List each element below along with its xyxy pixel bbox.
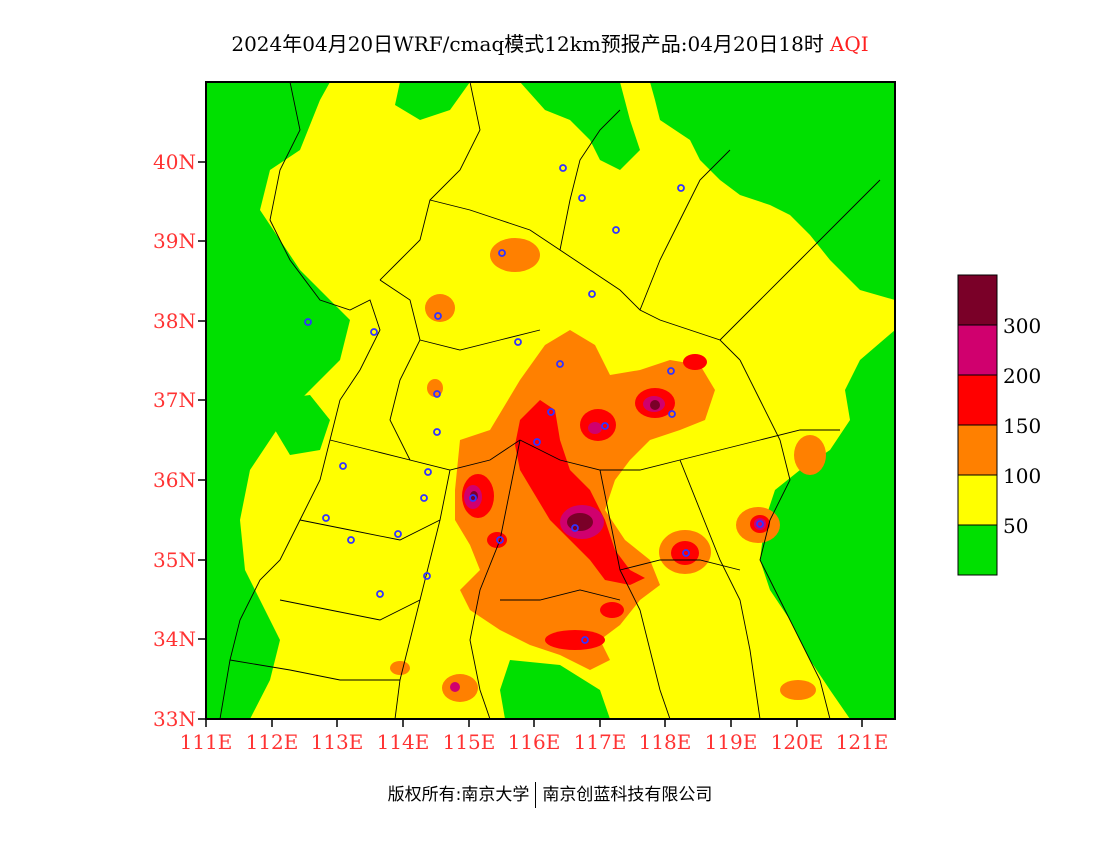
city-marker <box>588 290 596 298</box>
good-region-north-central <box>520 82 640 170</box>
x-tick-label: 120E <box>770 730 824 754</box>
city-marker <box>756 520 764 528</box>
red-region-zaozhuang <box>600 602 624 618</box>
magenta-region-south <box>450 682 460 692</box>
magenta-region-lianyungang <box>754 518 766 530</box>
city-marker <box>423 572 431 580</box>
x-tick-label: 116E <box>507 730 561 754</box>
x-tick-label: 118E <box>638 730 692 754</box>
city-marker <box>433 390 441 398</box>
x-tick-label: 117E <box>573 730 627 754</box>
colorbar-level-unhealthy <box>957 374 998 426</box>
x-tick-label: 112E <box>245 730 299 754</box>
red-region-xuzhou <box>545 630 605 650</box>
orange-region-south-a <box>442 674 478 702</box>
colorbar-label: 100 <box>1003 464 1042 488</box>
city-marker <box>394 530 402 538</box>
colorbar-level-very-unhealthy <box>957 324 998 376</box>
colorbar-level-moderate <box>957 474 998 526</box>
title-variable: AQI <box>829 32 869 56</box>
city-marker <box>559 164 567 172</box>
city-marker <box>668 410 676 418</box>
copyright-owner: 版权所有:南京大学 <box>387 785 530 805</box>
city-marker <box>498 249 506 257</box>
red-region-core <box>515 400 645 585</box>
city-markers <box>304 164 764 644</box>
good-region-south <box>500 660 610 719</box>
y-tick-label: 34N <box>153 627 196 651</box>
city-marker <box>581 636 589 644</box>
y-tick-label: 40N <box>153 150 196 174</box>
colorbar-level-hazardous <box>957 274 998 326</box>
axis-ticks <box>198 161 863 727</box>
y-tick-label: 33N <box>153 707 196 731</box>
red-region-linyi-core <box>671 541 699 565</box>
colorbar-label: 200 <box>1003 364 1042 388</box>
city-marker <box>601 422 609 430</box>
colorbar-label: 50 <box>1003 514 1029 538</box>
good-region-west-inner <box>270 395 330 455</box>
aqi-field <box>206 82 895 719</box>
city-marker <box>433 428 441 436</box>
x-tick-label: 111E <box>179 730 233 754</box>
colorbar-label: 300 <box>1003 314 1042 338</box>
copyright-footer: 版权所有:南京大学 南京创蓝科技有限公司 <box>0 780 1100 808</box>
colorbar <box>957 274 998 576</box>
city-marker <box>434 312 442 320</box>
hazardous-region-zibo <box>650 400 660 410</box>
x-tick-label: 121E <box>835 730 889 754</box>
good-region-north <box>395 82 470 120</box>
copyright-company: 南京创蓝科技有限公司 <box>542 785 713 805</box>
good-region-east-coast <box>760 330 895 719</box>
city-marker <box>682 549 690 557</box>
x-tick-label: 119E <box>704 730 758 754</box>
y-tick-label: 35N <box>153 548 196 572</box>
city-marker <box>424 468 432 476</box>
city-marker <box>347 536 355 544</box>
orange-region-south-b <box>780 680 816 700</box>
title-main: 2024年04月20日WRF/cmaq模式12km预报产品:04月20日18时 <box>231 32 824 56</box>
orange-region-hebei <box>425 294 455 322</box>
hazardous-region-jining <box>567 513 593 531</box>
city-marker <box>547 408 555 416</box>
colorbar-level-good <box>957 524 998 576</box>
city-marker <box>533 438 541 446</box>
city-marker <box>420 494 428 502</box>
city-marker <box>677 184 685 192</box>
orange-region-southeast <box>794 435 826 475</box>
x-tick-label: 114E <box>376 730 430 754</box>
x-tick-label: 113E <box>310 730 364 754</box>
city-marker <box>556 360 564 368</box>
city-marker <box>339 462 347 470</box>
city-marker <box>578 194 586 202</box>
good-region-northeast <box>650 82 895 300</box>
y-tick-label: 37N <box>153 388 196 412</box>
red-region-dongying <box>683 354 707 370</box>
magenta-region-jinan <box>588 422 602 434</box>
city-marker <box>469 494 477 502</box>
city-marker <box>496 536 504 544</box>
city-marker <box>370 328 378 336</box>
city-marker <box>514 338 522 346</box>
city-marker <box>667 367 675 375</box>
city-marker <box>612 226 620 234</box>
orange-region-north <box>490 238 540 272</box>
colorbar-label: 150 <box>1003 414 1042 438</box>
colorbar-level-sensitive <box>957 424 998 476</box>
copyright-separator <box>535 782 537 808</box>
orange-region-southwest <box>390 661 410 675</box>
x-tick-label: 115E <box>442 730 496 754</box>
admin-boundaries <box>219 82 881 719</box>
city-marker <box>376 590 384 598</box>
city-marker <box>571 524 579 532</box>
y-tick-label: 38N <box>153 309 196 333</box>
city-marker <box>322 514 330 522</box>
city-marker <box>304 318 312 326</box>
y-tick-label: 36N <box>153 468 196 492</box>
y-tick-label: 39N <box>153 229 196 253</box>
chart-title: 2024年04月20日WRF/cmaq模式12km预报产品:04月20日18时 A… <box>0 28 1100 57</box>
